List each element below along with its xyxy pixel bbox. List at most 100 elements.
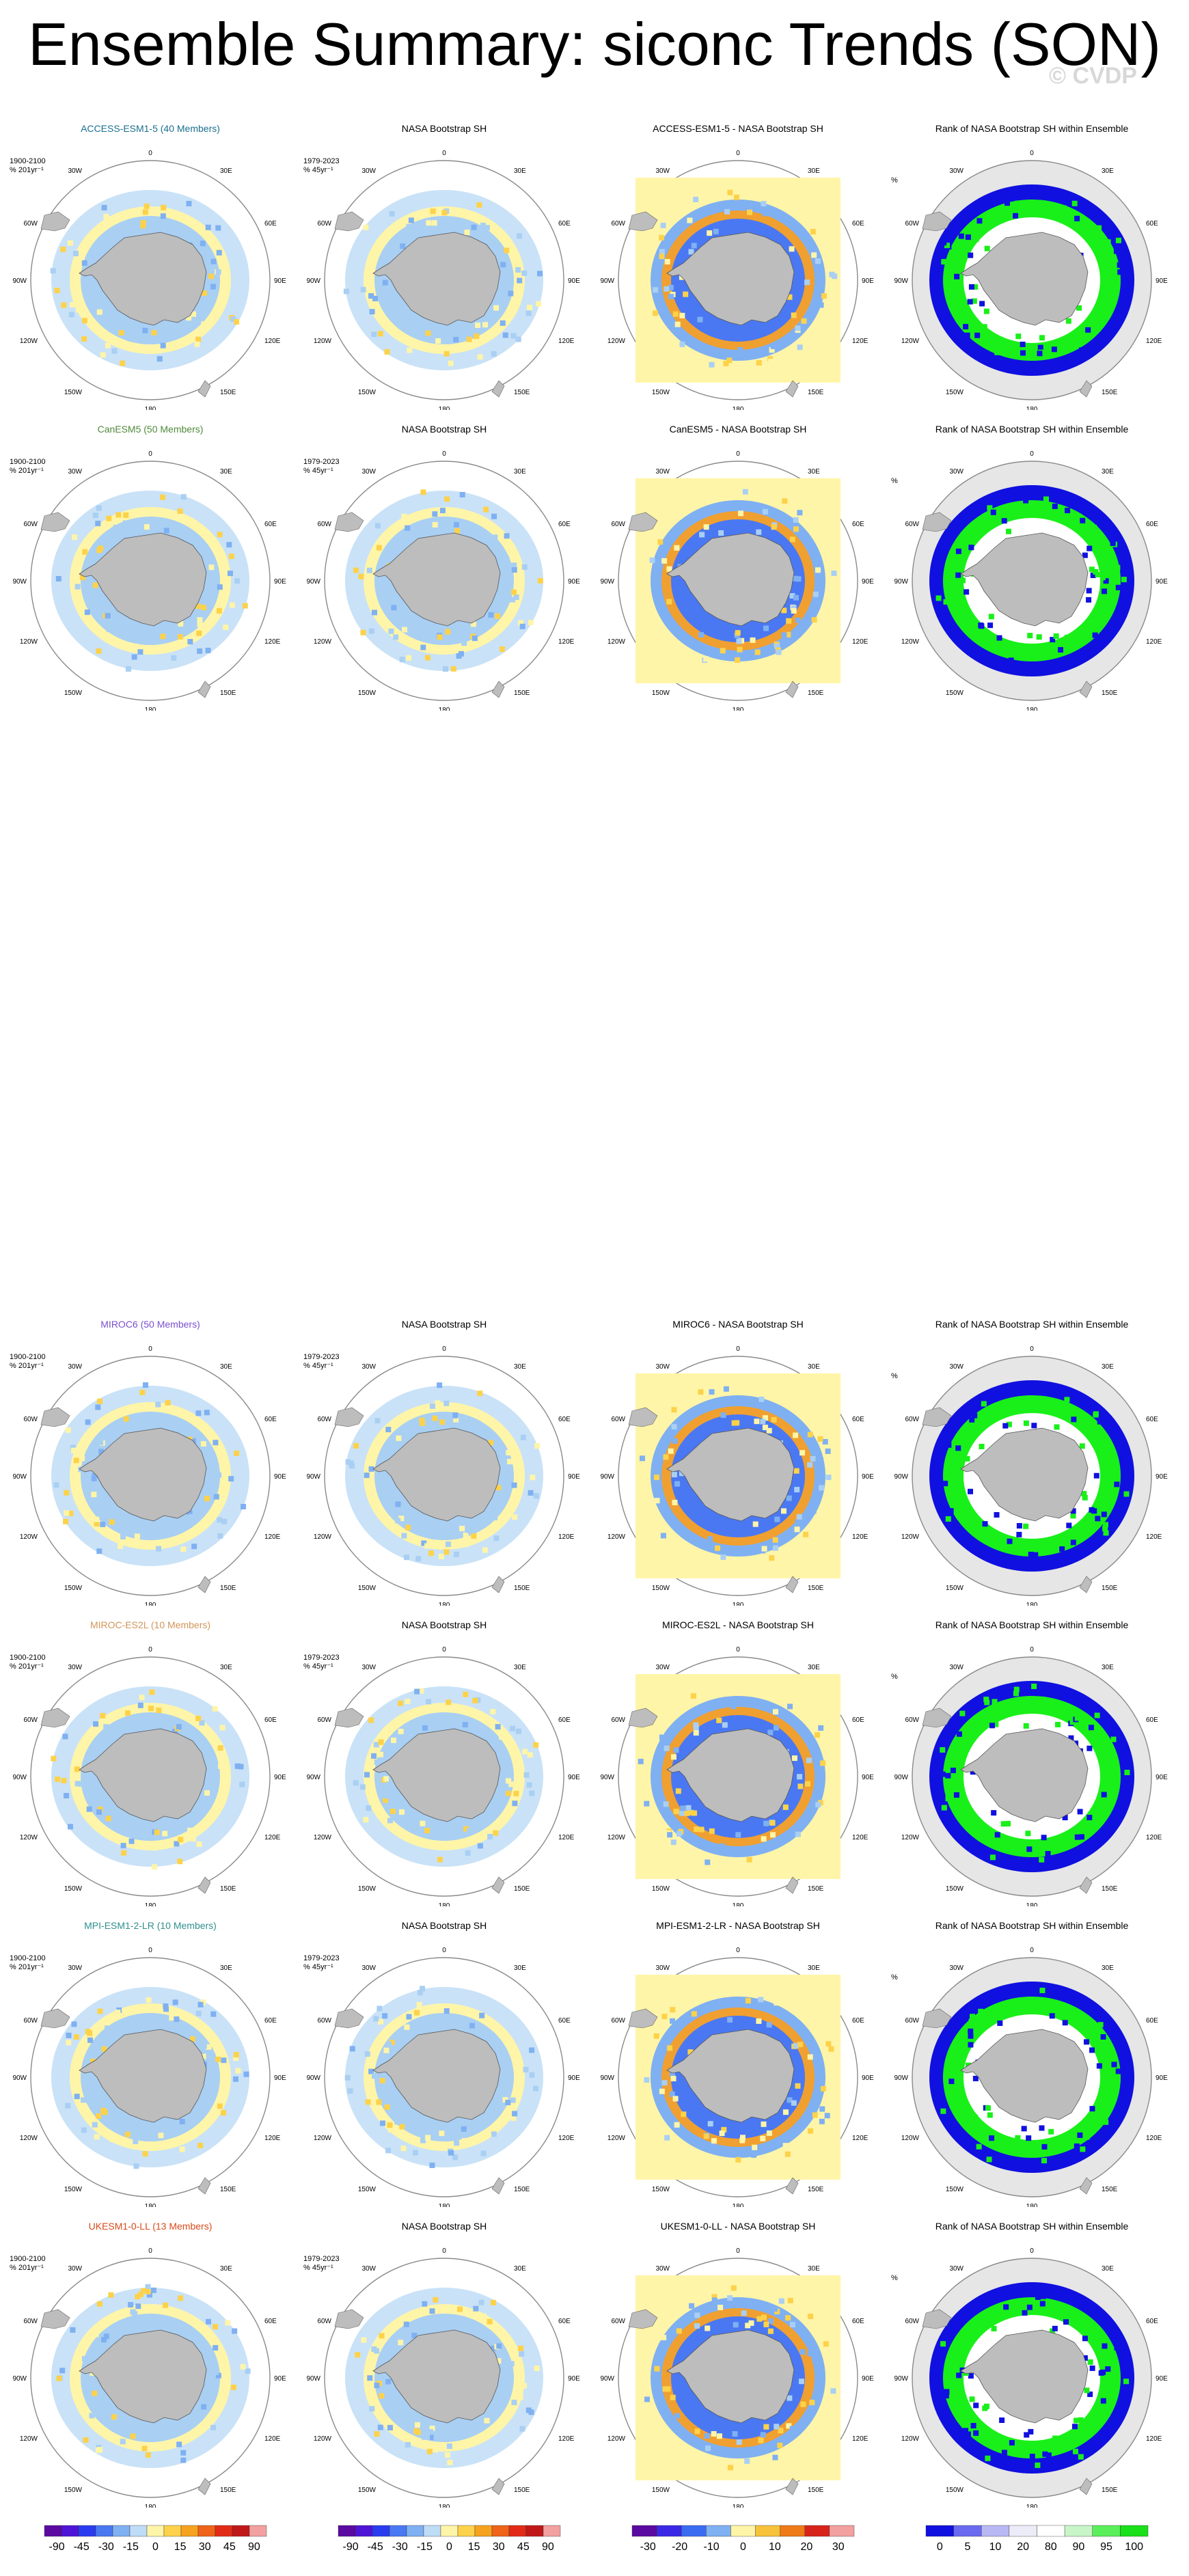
colorbar-tick-label: -90 [49, 2541, 64, 2553]
map-label-lower_right_1: 120E [558, 1834, 575, 1841]
antarctica-land [372, 532, 501, 627]
period-label: 1900-2100 [10, 1954, 46, 1962]
map-label-lower_left_1: 120W [901, 338, 920, 345]
south-america-land [922, 512, 952, 532]
map-label-lower_left_1: 120W [20, 2135, 38, 2142]
colorbar-swatch [953, 2525, 982, 2537]
colorbar-swatch [163, 2525, 182, 2537]
panel-subtitle: 1900-2100% 201yr⁻¹ [10, 1654, 46, 1671]
antarctica-land [79, 232, 207, 326]
map-label-top: 0 [442, 1345, 446, 1353]
south-america-land [922, 211, 952, 232]
map-label-right: 90E [568, 277, 580, 285]
colorbar-tick-label: -30 [640, 2541, 656, 2553]
colorbar-tick-label: 5 [964, 2541, 970, 2553]
south-america-land [628, 512, 658, 532]
map-label-upper_right_2: 60E [264, 2017, 277, 2025]
colorbar-swatch [755, 2525, 780, 2537]
map-label-right: 90E [274, 2074, 286, 2082]
map-label-bottom: 180 [145, 1902, 156, 1906]
antarctica-land [666, 232, 795, 326]
panel-subtitle: % [891, 1372, 898, 1381]
colorbar-tick-label: 90 [1073, 2541, 1085, 2553]
difference-title: MPI-ESM1-2-LR - NASA Bootstrap SH [656, 1920, 820, 1931]
map-label-upper_left_2: 60W [905, 2318, 919, 2325]
map-label-upper_right_2: 60E [1146, 220, 1158, 228]
map-label-lower_left_1: 120W [901, 2135, 920, 2142]
map-label-upper_right_1: 30E [808, 1964, 820, 1972]
difference-title: UKESM1-0-LL - NASA Bootstrap SH [660, 2221, 816, 2232]
map-label-lower_right_1: 120E [264, 2135, 281, 2142]
map-label-upper_left_1: 30W [361, 167, 376, 175]
map-label-lower_left_1: 120W [20, 1533, 38, 1541]
map-label-upper_left_2: 60W [317, 220, 331, 228]
map-label-right: 90E [568, 578, 580, 586]
difference-title: MIROC6 - NASA Bootstrap SH [672, 1319, 804, 1330]
new-zealand-land [1079, 380, 1093, 398]
map-label-upper_right_1: 30E [220, 2265, 232, 2273]
map-label-bottom: 180 [439, 707, 450, 711]
map-label-upper_right_2: 60E [852, 521, 864, 528]
map-label-lower_left_2: 150W [652, 2186, 670, 2193]
map-label-lower_left_1: 120W [901, 2435, 920, 2443]
map-label-lower_left_1: 120W [607, 338, 626, 345]
map-label-lower_left_2: 150W [64, 2186, 83, 2193]
colorbar-swatch [180, 2525, 199, 2537]
observation-title: NASA Bootstrap SH [401, 2221, 487, 2232]
south-america-land [40, 211, 70, 232]
colorbar: -90 -45 -30 -15 0 15 30 45 90 [338, 2525, 561, 2553]
map-label-bottom: 180 [733, 2504, 744, 2508]
antarctica-land [79, 2029, 207, 2123]
new-zealand-land [197, 1576, 211, 1593]
colorbar-tick-label: 0 [740, 2541, 746, 2553]
polar-map: 0 180 90W 90E 30W 60W 30E 60E 120W 150W 120E 150E [306, 150, 580, 410]
map-label-bottom: 180 [733, 2203, 744, 2207]
obs-panel: NASA Bootstrap SH 1979-2023% 45yr⁻¹ 0 180 90… [301, 1920, 588, 2207]
colorbars: -90 -45 -30 -15 0 15 30 45 90 -90 -45 -30 -15 0 15 30 45… [44, 2525, 1149, 2553]
antarctica-land [666, 532, 795, 627]
polar-map: 0 180 90W 90E 30W 60W 30E 60E 120W 150W 120E 150E [306, 450, 580, 711]
map-label-lower_left_2: 150W [652, 689, 670, 697]
observation-title: NASA Bootstrap SH [401, 424, 487, 435]
map-label-upper_left_1: 30W [949, 1664, 964, 1671]
map-label-upper_left_1: 30W [655, 1964, 670, 1972]
period-label: 1979-2023 [303, 1954, 340, 1962]
map-label-top: 0 [1030, 1646, 1034, 1654]
new-zealand-land [197, 2177, 211, 2195]
map-label-lower_left_1: 120W [901, 1533, 920, 1541]
map-label-lower_left_2: 150W [358, 2486, 377, 2494]
map-label-upper_left_1: 30W [949, 1964, 964, 1972]
map-label-top: 0 [736, 2247, 740, 2255]
colorbar-swatch [44, 2525, 62, 2537]
unit-label: % 45yr⁻¹ [303, 1963, 333, 1971]
map-label-right: 90E [1156, 1774, 1168, 1781]
map-label-lower_left_1: 120W [20, 2435, 38, 2443]
map-label-lower_right_1: 120E [1146, 1834, 1162, 1841]
map-label-top: 0 [148, 150, 152, 157]
colorbar-swatch [338, 2525, 356, 2537]
map-label-bottom: 180 [439, 1902, 450, 1906]
map-label-lower_right_2: 150E [514, 1585, 530, 1592]
colorbar-tick-label: 90 [542, 2541, 554, 2553]
new-zealand-land [197, 1876, 211, 1894]
map-label-lower_right_2: 150E [808, 389, 824, 396]
map-label-upper_right_1: 30E [808, 2265, 820, 2273]
map-label-lower_left_1: 120W [314, 1834, 332, 1841]
map-label-lower_right_2: 150E [220, 389, 236, 396]
colorbar-tick-label: 45 [223, 2541, 236, 2553]
period-label: 1979-2023 [303, 2255, 340, 2263]
colorbar-tick-label: -15 [417, 2541, 433, 2553]
map-label-left: 90W [894, 578, 908, 586]
map-label-upper_left_1: 30W [361, 1664, 376, 1671]
map-label-upper_left_2: 60W [23, 1716, 38, 1724]
antarctica-land [666, 1728, 795, 1822]
unit-label: % [891, 477, 898, 485]
map-label-upper_left_2: 60W [317, 1716, 331, 1724]
model-title: UKESM1-0-LL (13 Members) [88, 2221, 213, 2232]
ensemble-row: CanESM5 (50 Members) 1900-2100% 201yr⁻¹ 0 1… [0, 424, 1189, 711]
new-zealand-land [491, 2478, 505, 2495]
polar-map: 0 180 90W 90E 30W 60W 30E 60E 120W 150W 120E 150E [306, 2247, 580, 2508]
map-label-lower_left_2: 150W [64, 1585, 83, 1592]
obs-panel: NASA Bootstrap SH 1979-2023% 45yr⁻¹ 0 180 90… [301, 1319, 588, 1606]
map-label-upper_right_1: 30E [808, 167, 820, 175]
